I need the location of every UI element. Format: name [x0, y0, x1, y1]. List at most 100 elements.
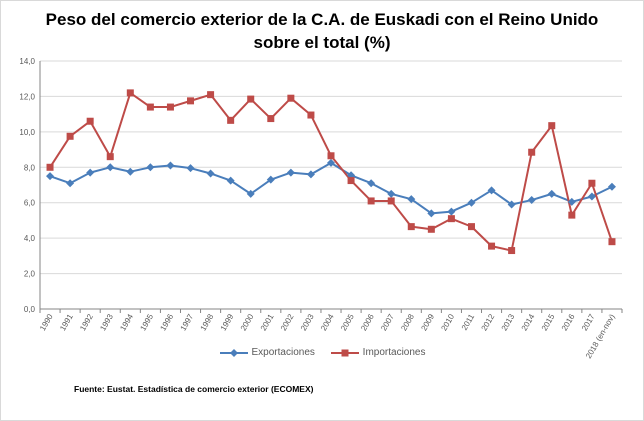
- data-point-importaciones: [367, 197, 375, 205]
- x-tick-label: 1993: [98, 312, 115, 332]
- y-tick-label: 10,0: [19, 128, 35, 137]
- data-point-importaciones: [407, 223, 415, 231]
- series-markers: [46, 89, 616, 255]
- x-tick-label: 2007: [379, 312, 396, 332]
- y-axis: 0,0 2,0 4,0 6,0 8,0 10,0 12,0 14,0: [19, 57, 41, 314]
- x-tick-label: 2013: [500, 312, 517, 332]
- data-point-importaciones: [227, 116, 235, 124]
- data-point-importaciones: [447, 215, 455, 223]
- x-tick-label: 1990: [38, 312, 55, 332]
- data-point-importaciones: [427, 225, 435, 233]
- data-point-exportaciones: [507, 200, 516, 209]
- x-tick-label: 2011: [460, 312, 477, 332]
- data-point-exportaciones: [46, 172, 55, 181]
- y-tick-label: 2,0: [24, 270, 36, 279]
- legend-label-exportaciones: Exportaciones: [251, 347, 315, 358]
- legend: Exportaciones Importaciones: [0, 347, 644, 361]
- x-tick-label: 2001: [259, 312, 276, 332]
- data-point-importaciones: [588, 179, 596, 187]
- data-point-importaciones: [528, 148, 536, 156]
- source-note: Fuente: Eustat. Estadística de comercio …: [74, 384, 314, 394]
- data-point-exportaciones: [547, 189, 556, 198]
- data-point-exportaciones: [146, 163, 155, 172]
- gridlines: [40, 60, 622, 310]
- x-tick-label: 1996: [158, 312, 175, 332]
- x-tick-label: 1994: [118, 312, 135, 332]
- chart-title-line1: Peso del comercio exterior de la C.A. de…: [45, 10, 599, 29]
- data-point-importaciones: [287, 94, 295, 102]
- y-tick-label: 12,0: [19, 92, 35, 101]
- x-tick-label: 1999: [219, 312, 236, 332]
- data-point-importaciones: [467, 223, 475, 231]
- x-tick-label: 2014: [520, 312, 537, 332]
- x-tick-label: 2002: [279, 312, 296, 332]
- data-point-exportaciones: [567, 197, 576, 206]
- data-point-exportaciones: [607, 182, 616, 191]
- chart-title-line2: sobre el total (%): [253, 33, 391, 52]
- series-lines: [49, 91, 613, 252]
- data-point-importaciones: [267, 115, 275, 123]
- data-point-importaciones: [548, 122, 556, 130]
- data-point-importaciones: [508, 247, 516, 255]
- data-point-exportaciones: [367, 179, 376, 188]
- data-point-exportaciones: [306, 170, 315, 179]
- data-point-exportaciones: [206, 169, 215, 178]
- data-point-importaciones: [207, 91, 215, 99]
- data-point-exportaciones: [467, 198, 476, 207]
- data-point-importaciones: [568, 211, 576, 219]
- data-point-importaciones: [387, 197, 395, 205]
- x-tick-label: 1995: [138, 312, 155, 332]
- data-point-exportaciones: [266, 175, 275, 184]
- data-point-exportaciones: [246, 189, 255, 198]
- y-tick-label: 4,0: [24, 234, 36, 243]
- x-tick-label: 2005: [339, 312, 356, 332]
- x-tick-label: 1992: [78, 312, 95, 332]
- data-point-importaciones: [146, 103, 154, 111]
- data-point-exportaciones: [226, 176, 235, 185]
- legend-label-importaciones: Importaciones: [362, 347, 426, 358]
- data-point-importaciones: [106, 153, 114, 161]
- x-tick-label: 2017: [580, 312, 597, 332]
- x-tick-label: 1997: [179, 312, 196, 332]
- data-point-exportaciones: [327, 158, 335, 167]
- data-point-importaciones: [247, 95, 255, 103]
- data-point-exportaciones: [106, 163, 115, 172]
- data-point-importaciones: [307, 111, 315, 119]
- data-point-exportaciones: [166, 161, 175, 170]
- data-point-exportaciones: [527, 196, 536, 205]
- exportaciones-legend-icon: [219, 348, 248, 357]
- data-point-importaciones: [347, 177, 355, 185]
- x-tick-label: 1991: [58, 312, 75, 332]
- data-point-exportaciones: [407, 195, 416, 204]
- x-tick-label: 2006: [359, 312, 376, 332]
- x-tick-label: 2009: [419, 312, 436, 332]
- data-point-importaciones: [86, 117, 94, 125]
- x-tick-label: 2004: [319, 312, 336, 332]
- data-point-exportaciones: [126, 167, 135, 176]
- data-point-exportaciones: [286, 168, 295, 177]
- legend-item-exportaciones: Exportaciones: [219, 347, 315, 358]
- data-point-importaciones: [66, 132, 74, 140]
- chart-title: Peso del comercio exterior de la C.A. de…: [0, 8, 644, 54]
- data-point-exportaciones: [587, 192, 596, 201]
- x-tick-label: 2012: [480, 312, 497, 332]
- legend-item-importaciones: Importaciones: [330, 347, 426, 358]
- importaciones-legend-icon: [330, 349, 359, 356]
- data-point-exportaciones: [66, 179, 75, 188]
- data-point-exportaciones: [427, 209, 436, 218]
- data-point-exportaciones: [186, 164, 195, 173]
- y-tick-label: 0,0: [24, 305, 36, 314]
- data-point-exportaciones: [387, 189, 396, 198]
- data-point-exportaciones: [447, 207, 456, 216]
- x-tick-label: 1998: [199, 312, 216, 332]
- data-point-importaciones: [126, 89, 134, 97]
- x-tick-label: 2015: [540, 312, 557, 332]
- y-tick-label: 8,0: [24, 163, 36, 172]
- data-point-importaciones: [488, 242, 496, 250]
- x-tick-label: 2000: [239, 312, 256, 332]
- data-point-exportaciones: [86, 168, 95, 177]
- x-tick-label: 2016: [560, 312, 577, 332]
- data-point-importaciones: [166, 103, 174, 111]
